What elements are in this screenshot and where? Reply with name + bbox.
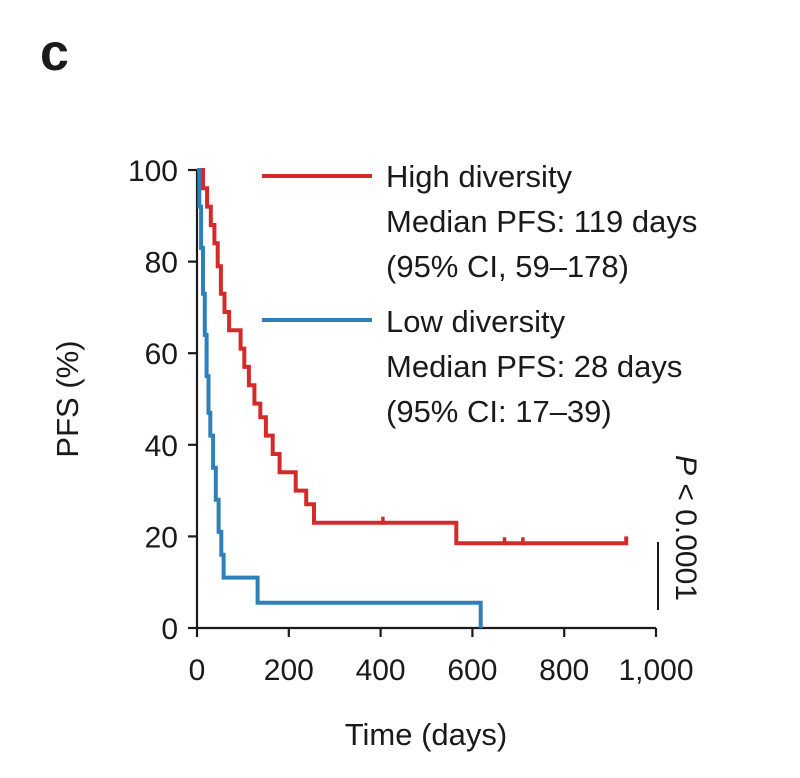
p-value-annotation: P < 0.0001 — [669, 455, 702, 601]
x-tick-label-600: 600 — [447, 654, 497, 687]
legend-low-median: Median PFS: 28 days — [386, 349, 682, 384]
axis-tick-labels: 0 200 400 600 800 1,000 0 20 40 60 80 100 — [128, 155, 694, 687]
legend-high-ci: (95% CI, 59–178) — [386, 249, 629, 284]
legend-high-median: Median PFS: 119 days — [386, 204, 697, 239]
p-value-symbol: P — [669, 455, 702, 475]
p-value-rest: < 0.0001 — [669, 475, 702, 601]
curve-high-diversity — [197, 168, 629, 546]
x-tick-label-800: 800 — [539, 654, 589, 687]
y-tick-label-60: 60 — [145, 338, 178, 371]
panel-label: c — [40, 24, 69, 82]
x-tick-label-200: 200 — [264, 654, 314, 687]
x-tick-label-400: 400 — [356, 654, 406, 687]
p-value-text: P < 0.0001 — [669, 455, 702, 601]
y-tick-label-100: 100 — [128, 155, 178, 188]
legend-high-title: High diversity — [386, 159, 573, 194]
legend-low-title: Low diversity — [386, 304, 566, 339]
legend-low-ci: (95% CI: 17–39) — [386, 394, 612, 429]
legend: High diversity Median PFS: 119 days (95%… — [262, 159, 697, 429]
x-tick-label-0: 0 — [189, 654, 206, 687]
axis-ticks — [188, 168, 658, 637]
y-tick-label-20: 20 — [145, 521, 178, 554]
y-tick-label-80: 80 — [145, 247, 178, 280]
survival-curves — [197, 168, 629, 628]
y-tick-label-40: 40 — [145, 430, 178, 463]
y-axis-title: PFS (%) — [50, 340, 85, 457]
y-tick-label-0: 0 — [161, 613, 178, 646]
x-tick-label-1000: 1,000 — [618, 654, 693, 687]
curve-low-diversity — [197, 168, 483, 628]
x-axis-title: Time (days) — [345, 717, 507, 752]
